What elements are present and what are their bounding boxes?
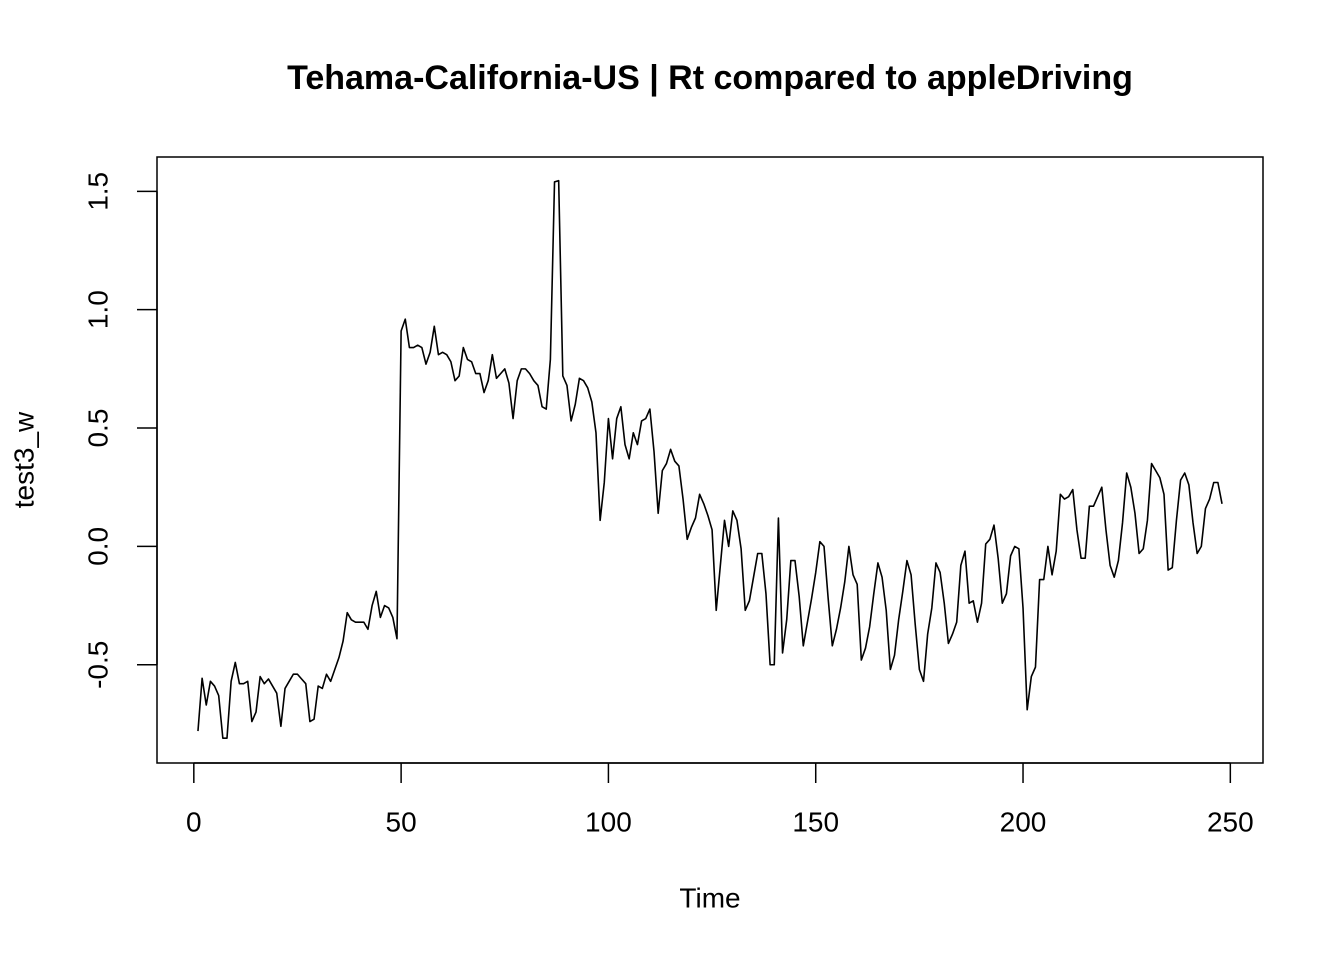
x-tick-label: 150 [792, 806, 839, 837]
x-axis-label: Time [679, 882, 740, 913]
x-tick-label: 0 [186, 806, 202, 837]
y-tick-label: 0.0 [82, 527, 113, 566]
y-tick-label: 1.5 [82, 172, 113, 211]
x-tick-label: 200 [1000, 806, 1047, 837]
x-tick-label: 50 [386, 806, 417, 837]
x-tick-label: 100 [585, 806, 632, 837]
y-tick-label: 1.0 [82, 290, 113, 329]
data-line [197, 179, 1223, 739]
y-tick-label: -0.5 [82, 641, 113, 689]
chart-title: Tehama-California-US | Rt compared to ap… [287, 59, 1133, 97]
y-axis-label: test3_w [8, 411, 39, 508]
x-tick-label: 250 [1207, 806, 1254, 837]
y-tick-label: 0.5 [82, 409, 113, 448]
